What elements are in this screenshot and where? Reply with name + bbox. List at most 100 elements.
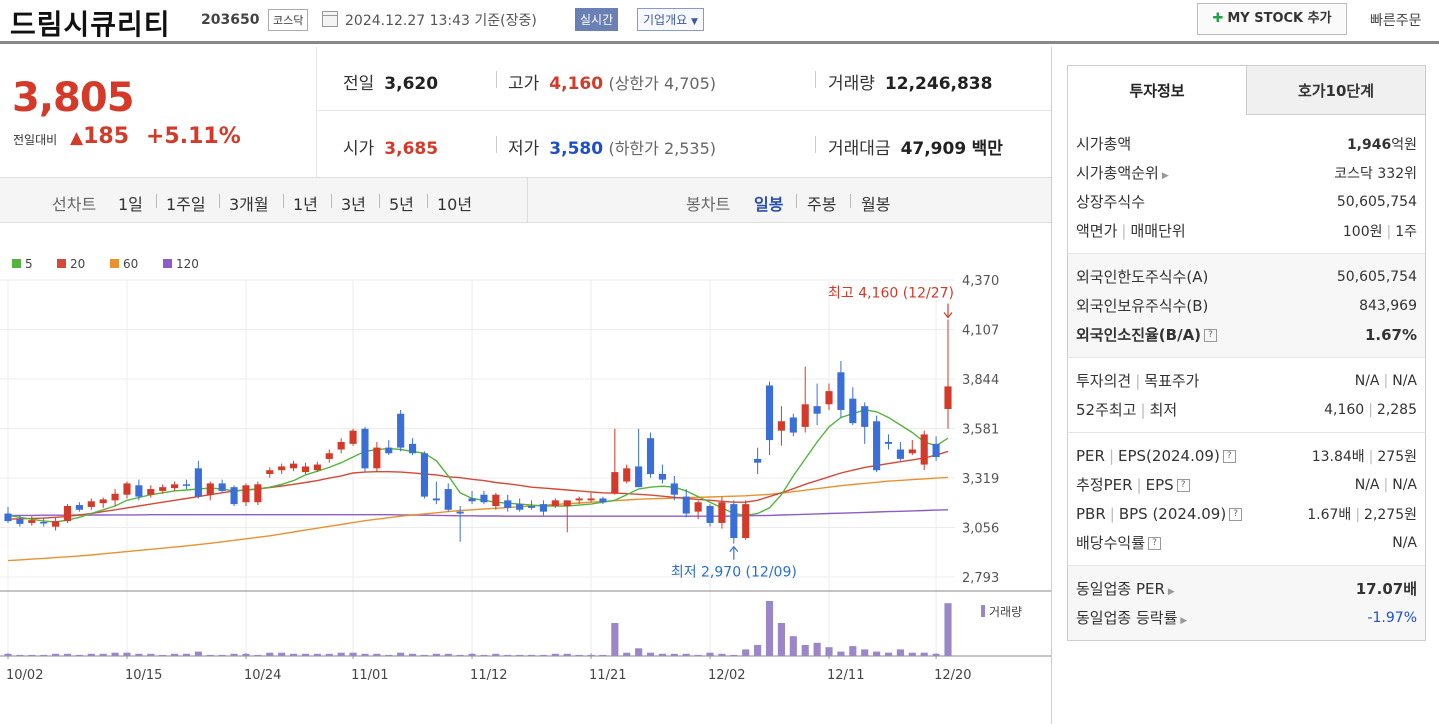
company-overview-dropdown[interactable]: 기업개요 ▼ [637, 8, 704, 31]
candle-body [551, 500, 559, 506]
candle-body [313, 464, 321, 471]
help-icon[interactable]: ? [1148, 537, 1162, 550]
volume-bar [385, 654, 393, 656]
volume-bar [539, 654, 548, 656]
candle-body [301, 466, 310, 473]
volume-bar [111, 652, 119, 656]
foreign-hold: 843,969 [1359, 297, 1417, 314]
candle-body [218, 483, 226, 491]
volume-bar [194, 651, 202, 656]
y-tick-label: 3,844 [962, 373, 999, 388]
period-1d[interactable]: 1일 [118, 195, 143, 214]
prev-close: 전일 3,620 [343, 74, 439, 94]
candle-body [182, 484, 191, 486]
tab-investment-info[interactable]: 투자정보 [1067, 65, 1247, 115]
candle-body [623, 468, 631, 482]
candle-body [135, 485, 143, 497]
period-1y[interactable]: 1년 [293, 195, 318, 214]
candle-body [206, 483, 214, 495]
y-tick-label: 3,319 [962, 472, 999, 487]
volume-bar [706, 652, 714, 656]
candle-body [837, 372, 845, 410]
help-icon[interactable]: ? [1229, 507, 1243, 521]
period-3y[interactable]: 3년 [341, 195, 366, 214]
volume-bar [99, 653, 107, 656]
open-price: 시가 3,685 [343, 139, 439, 159]
market-cap-rank-link[interactable]: 시가총액순위 ▶ [1076, 164, 1169, 182]
period-10y[interactable]: 10년 [437, 195, 473, 214]
candlestick-chart-svg[interactable]: 4,370 4,107 3,844 3,581 3,319 3,056 2,793 10/02… [0, 223, 1051, 724]
price-box: 3,805 전일대비 ▲185 +5.11% [0, 47, 317, 177]
foreign-hold-label: 외국인보유주식수(B) [1076, 297, 1209, 315]
stock-header: 드림시큐리티 203650 코스닥 2024.12.27 13:43 기준(장중… [0, 0, 1439, 44]
realtime-button[interactable]: 실시간 [575, 8, 619, 31]
quick-order-button[interactable]: 빠른주문 [1370, 13, 1422, 29]
candle-body [563, 500, 571, 506]
x-tick-label: 10/24 [244, 668, 281, 683]
candle-body [932, 443, 940, 458]
candle-body [111, 493, 119, 501]
volume-bar [587, 654, 595, 656]
candle-body [40, 522, 48, 524]
candle-body [52, 521, 60, 527]
candle-body [290, 463, 298, 469]
volume-legend-swatch [981, 605, 985, 617]
volume-bar [290, 653, 298, 656]
high-arrow-head [943, 312, 953, 319]
volume-bar [230, 653, 238, 656]
candle-monthly[interactable]: 월봉 [861, 195, 891, 214]
est-per-eps-label: 추정PER | EPS? [1076, 474, 1190, 495]
price-change-percent: +5.11% [146, 124, 241, 149]
tab-orderbook-10[interactable]: 호가10단계 [1246, 65, 1426, 115]
candle-daily[interactable]: 일봉 [754, 195, 784, 214]
candle-body [789, 417, 797, 433]
candle-weekly[interactable]: 주봉 [807, 195, 837, 214]
listed-shares: 50,605,754 [1336, 193, 1417, 210]
price-chart[interactable]: 4,370 4,107 3,844 3,581 3,319 3,056 2,793 10/02… [0, 223, 1051, 724]
volume-bar [278, 652, 286, 656]
plus-icon: ✚ [1212, 11, 1224, 26]
candle-body [884, 441, 893, 444]
volume-bar [325, 653, 333, 656]
candle-body [63, 505, 72, 522]
sector-per: 17.07배 [1355, 580, 1417, 598]
volume-bar [635, 648, 643, 656]
period-5y[interactable]: 5년 [389, 195, 414, 214]
help-icon[interactable]: ? [1204, 329, 1218, 342]
volume-bar [87, 653, 95, 656]
volume-bar [694, 654, 702, 656]
candle-body [373, 447, 381, 469]
opinion-label: 투자의견 | 목표주가 [1076, 372, 1200, 390]
calendar-icon [322, 11, 338, 27]
pbr-bps-value: 1.67배 | 2,275원 [1307, 506, 1417, 523]
period-1w[interactable]: 1주일 [166, 195, 206, 214]
volume-bar [123, 652, 131, 656]
candle-body [480, 494, 488, 503]
help-icon[interactable]: ? [1222, 449, 1236, 463]
candle-body [706, 505, 714, 523]
volume-bar [932, 653, 940, 656]
volume-bar [432, 653, 440, 656]
candle-body [944, 386, 952, 410]
add-mystock-button[interactable]: ✚ MY STOCK 추가 [1197, 3, 1347, 35]
volume-bar [527, 654, 536, 656]
candle-body [730, 504, 738, 539]
candle-body [896, 449, 904, 459]
period-3m[interactable]: 3개월 [229, 195, 269, 214]
help-icon[interactable]: ? [1176, 479, 1190, 492]
volume-bar [242, 653, 250, 656]
candle-body [4, 513, 12, 522]
candle-body [801, 404, 809, 427]
listed-shares-label: 상장주식수 [1076, 193, 1146, 211]
sector-change-link[interactable]: 동일업종 등락률 ▶ [1076, 609, 1188, 627]
current-price: 3,805 [12, 75, 135, 121]
dividend-label: 배당수익률? [1076, 532, 1162, 553]
candle-body [420, 453, 429, 497]
volume-bar [861, 649, 869, 656]
legend-label: 20 [70, 257, 85, 271]
low-arrow-head [729, 545, 739, 553]
sector-per-link[interactable]: 동일업종 PER ▶ [1076, 580, 1175, 598]
volume-bar [480, 654, 488, 656]
candle-body [754, 458, 762, 463]
candle-body [765, 385, 774, 441]
